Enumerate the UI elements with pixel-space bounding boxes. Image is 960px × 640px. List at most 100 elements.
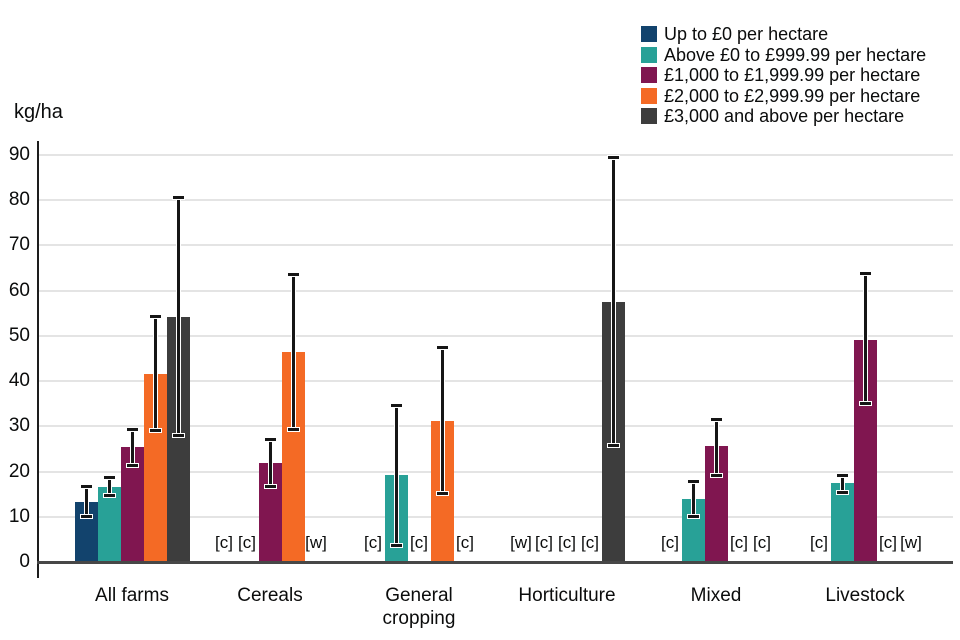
legend-swatch: [641, 67, 657, 84]
suppressed-value-label: [w]: [305, 533, 327, 552]
error-bar-line: [267, 439, 273, 487]
suppressed-value-label: [c]: [810, 533, 828, 552]
error-bar-cap-bottom: [79, 513, 93, 519]
y-axis-tick-label: 80: [8, 189, 30, 211]
error-bar-cap-top: [435, 344, 449, 350]
y-axis-tick-label: 20: [8, 460, 30, 482]
suppressed-value-label: [w]: [510, 533, 532, 552]
y-axis-tick-label: 30: [8, 415, 30, 437]
y-axis-line: [37, 141, 39, 578]
error-bar-line: [713, 419, 719, 476]
bar: [97, 487, 121, 562]
error-bar-cap-top: [79, 483, 93, 489]
error-bar-cap-top: [125, 426, 139, 432]
suppressed-value-label: [c]: [581, 533, 599, 552]
error-bar-cap-bottom: [102, 493, 116, 499]
legend-label: Above £0 to £999.99 per hectare: [664, 44, 927, 65]
error-bar-cap-top: [835, 473, 849, 479]
suppressed-value-label: [c]: [535, 533, 553, 552]
error-bar-line: [152, 316, 158, 431]
x-axis-category-label: General cropping: [382, 585, 456, 629]
error-bar-cap-top: [286, 272, 300, 278]
suppressed-value-label: [c]: [879, 533, 897, 552]
error-bar-cap-top: [709, 417, 723, 423]
error-bar-cap-top: [263, 437, 277, 443]
error-bar-line: [862, 273, 868, 404]
legend-item: £1,000 to £1,999.99 per hectare: [641, 65, 926, 86]
legend-swatch: [641, 46, 657, 63]
legend-label: £3,000 and above per hectare: [664, 106, 905, 127]
error-bar-cap-top: [858, 271, 872, 277]
legend-swatch: [641, 26, 657, 43]
error-bar-cap-bottom: [686, 513, 700, 519]
suppressed-value-label: [c]: [558, 533, 576, 552]
suppressed-value-label: [c]: [753, 533, 771, 552]
error-bar-cap-top: [102, 474, 116, 480]
error-bar-cap-bottom: [148, 427, 162, 433]
error-bar-cap-bottom: [263, 484, 277, 490]
gridline: [39, 244, 953, 247]
error-bar-line: [290, 274, 296, 430]
error-bar-cap-bottom: [286, 427, 300, 433]
y-axis-tick-label: 40: [8, 370, 30, 392]
y-axis-tick-label: 60: [8, 279, 30, 301]
suppressed-value-label: [c]: [661, 533, 679, 552]
legend: Up to £0 per hectare Above £0 to £999.99 …: [641, 24, 926, 127]
suppressed-value-label: [c]: [215, 533, 233, 552]
error-bar-cap-top: [148, 314, 162, 320]
bar: [853, 339, 877, 562]
error-bar-cap-bottom: [606, 442, 620, 448]
suppressed-value-label: [c]: [456, 533, 474, 552]
bar: [281, 351, 305, 562]
error-bar-cap-top: [606, 154, 620, 160]
error-bar-line: [106, 477, 112, 496]
error-bar-line: [839, 475, 845, 493]
x-axis-category-label: Horticulture: [518, 585, 616, 606]
x-axis-line: [37, 560, 953, 564]
x-axis-category-label: Livestock: [825, 585, 905, 606]
y-axis-tick-label: 90: [8, 144, 30, 165]
error-bar-line: [175, 197, 181, 436]
y-axis-tick-label: 70: [8, 234, 30, 256]
legend-item: Above £0 to £999.99 per hectare: [641, 45, 926, 66]
error-bar-cap-top: [171, 195, 185, 201]
error-bar-line: [393, 405, 399, 546]
legend-item: £2,000 to £2,999.99 per hectare: [641, 86, 926, 107]
error-bar-cap-bottom: [435, 491, 449, 497]
legend-label: £1,000 to £1,999.99 per hectare: [664, 65, 921, 86]
gridline: [39, 199, 953, 202]
x-axis-category-label: Cereals: [237, 585, 303, 606]
error-bar-cap-bottom: [709, 473, 723, 479]
suppressed-value-label: [w]: [900, 533, 922, 552]
suppressed-value-label: [c]: [238, 533, 256, 552]
bar: [166, 317, 190, 562]
gridline: [39, 515, 953, 518]
bar: [120, 447, 144, 562]
gridline: [39, 154, 953, 156]
gridline: [39, 334, 953, 337]
error-bar-cap-top: [389, 402, 403, 408]
legend-item: £3,000 and above per hectare: [641, 106, 926, 127]
error-bar-line: [690, 481, 696, 517]
x-axis-category-label: Mixed: [690, 585, 742, 606]
y-axis-tick-label: 10: [8, 505, 30, 527]
error-bar-cap-bottom: [835, 489, 849, 495]
error-bar-line: [439, 347, 445, 494]
error-bar-cap-bottom: [389, 542, 403, 548]
error-bar-cap-top: [686, 479, 700, 485]
gridline: [39, 380, 953, 383]
gridline: [39, 289, 953, 292]
bar: [143, 373, 167, 562]
error-bar-cap-bottom: [125, 463, 139, 469]
gridline: [39, 470, 953, 473]
y-axis-tick-label: 0: [19, 551, 30, 572]
y-axis-unit-label: kg/ha: [14, 101, 63, 123]
legend-swatch: [641, 108, 657, 125]
legend-label: Up to £0 per hectare: [664, 24, 829, 45]
bar: [830, 483, 854, 562]
gridline: [39, 425, 953, 428]
error-bar-line: [129, 429, 135, 466]
error-bar-cap-bottom: [858, 401, 872, 407]
